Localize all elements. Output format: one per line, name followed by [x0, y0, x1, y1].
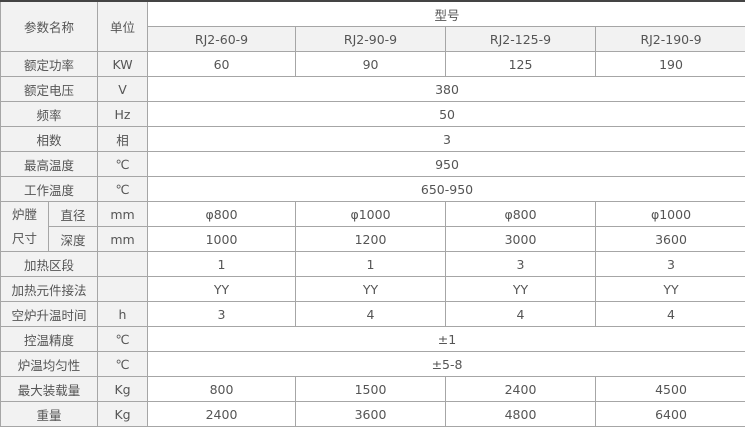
value-cell: 1 [296, 252, 446, 277]
value-cell: 90 [296, 52, 446, 77]
chamber-size-group-label: 炉膛尺寸 [1, 202, 49, 252]
value-cell: 4 [296, 302, 446, 327]
value-cell: 60 [148, 52, 296, 77]
unit-cell: ℃ [98, 352, 148, 377]
value-cell: 50 [148, 102, 745, 127]
value-cell: 125 [446, 52, 596, 77]
value-cell: 1500 [296, 377, 446, 402]
unit-header: 单位 [98, 1, 148, 52]
value-cell: ±1 [148, 327, 745, 352]
param-name: 工作温度 [1, 177, 98, 202]
value-cell: 4 [446, 302, 596, 327]
table-row: 炉温均匀性℃±5-8 [1, 352, 745, 377]
unit-cell: V [98, 77, 148, 102]
value-cell: 650-950 [148, 177, 745, 202]
value-cell: ±5-8 [148, 352, 745, 377]
value-cell: 4800 [446, 402, 596, 427]
param-name: 频率 [1, 102, 98, 127]
value-cell: YY [148, 277, 296, 302]
model-header: RJ2-125-9 [446, 27, 596, 52]
value-cell: φ800 [148, 202, 296, 227]
param-name: 最大装载量 [1, 377, 98, 402]
param-name: 最高温度 [1, 152, 98, 177]
param-name: 相数 [1, 127, 98, 152]
value-cell: 950 [148, 152, 745, 177]
unit-cell: mm [98, 202, 148, 227]
unit-cell: Kg [98, 377, 148, 402]
value-cell: 800 [148, 377, 296, 402]
value-cell: 3 [446, 252, 596, 277]
param-name: 直径 [49, 202, 98, 227]
unit-cell: ℃ [98, 152, 148, 177]
value-cell: 3 [148, 127, 745, 152]
unit-cell: Kg [98, 402, 148, 427]
unit-cell [98, 277, 148, 302]
value-cell: YY [446, 277, 596, 302]
value-cell: 380 [148, 77, 745, 102]
unit-cell: KW [98, 52, 148, 77]
param-name: 重量 [1, 402, 98, 427]
value-cell: YY [296, 277, 446, 302]
value-cell: φ1000 [596, 202, 745, 227]
value-cell: 4500 [596, 377, 745, 402]
value-cell: 3 [148, 302, 296, 327]
param-name: 深度 [49, 227, 98, 252]
value-cell: 1000 [148, 227, 296, 252]
unit-cell: Hz [98, 102, 148, 127]
chamber-label-1: 炉膛 [12, 207, 37, 222]
value-cell: YY [596, 277, 745, 302]
param-name-header: 参数名称 [1, 1, 98, 52]
value-cell: φ1000 [296, 202, 446, 227]
param-name: 额定功率 [1, 52, 98, 77]
unit-cell: mm [98, 227, 148, 252]
unit-cell: 相 [98, 127, 148, 152]
value-cell: 2400 [148, 402, 296, 427]
unit-cell: ℃ [98, 327, 148, 352]
table-row: 控温精度℃±1 [1, 327, 745, 352]
unit-cell: ℃ [98, 177, 148, 202]
model-header: RJ2-190-9 [596, 27, 745, 52]
model-header: RJ2-60-9 [148, 27, 296, 52]
value-cell: 1 [148, 252, 296, 277]
value-cell: φ800 [446, 202, 596, 227]
param-name: 空炉升温时间 [1, 302, 98, 327]
unit-cell: h [98, 302, 148, 327]
value-cell: 6400 [596, 402, 745, 427]
param-name: 额定电压 [1, 77, 98, 102]
param-name: 控温精度 [1, 327, 98, 352]
param-name: 炉温均匀性 [1, 352, 98, 377]
unit-cell [98, 252, 148, 277]
param-name: 加热元件接法 [1, 277, 98, 302]
model-group-header: 型号 [148, 1, 745, 27]
param-name: 加热区段 [1, 252, 98, 277]
value-cell: 3600 [296, 402, 446, 427]
value-cell: 4 [596, 302, 745, 327]
value-cell: 3 [596, 252, 745, 277]
value-cell: 3600 [596, 227, 745, 252]
value-cell: 1200 [296, 227, 446, 252]
model-header: RJ2-90-9 [296, 27, 446, 52]
value-cell: 2400 [446, 377, 596, 402]
value-cell: 3000 [446, 227, 596, 252]
chamber-label-2: 尺寸 [12, 231, 37, 246]
value-cell: 190 [596, 52, 745, 77]
